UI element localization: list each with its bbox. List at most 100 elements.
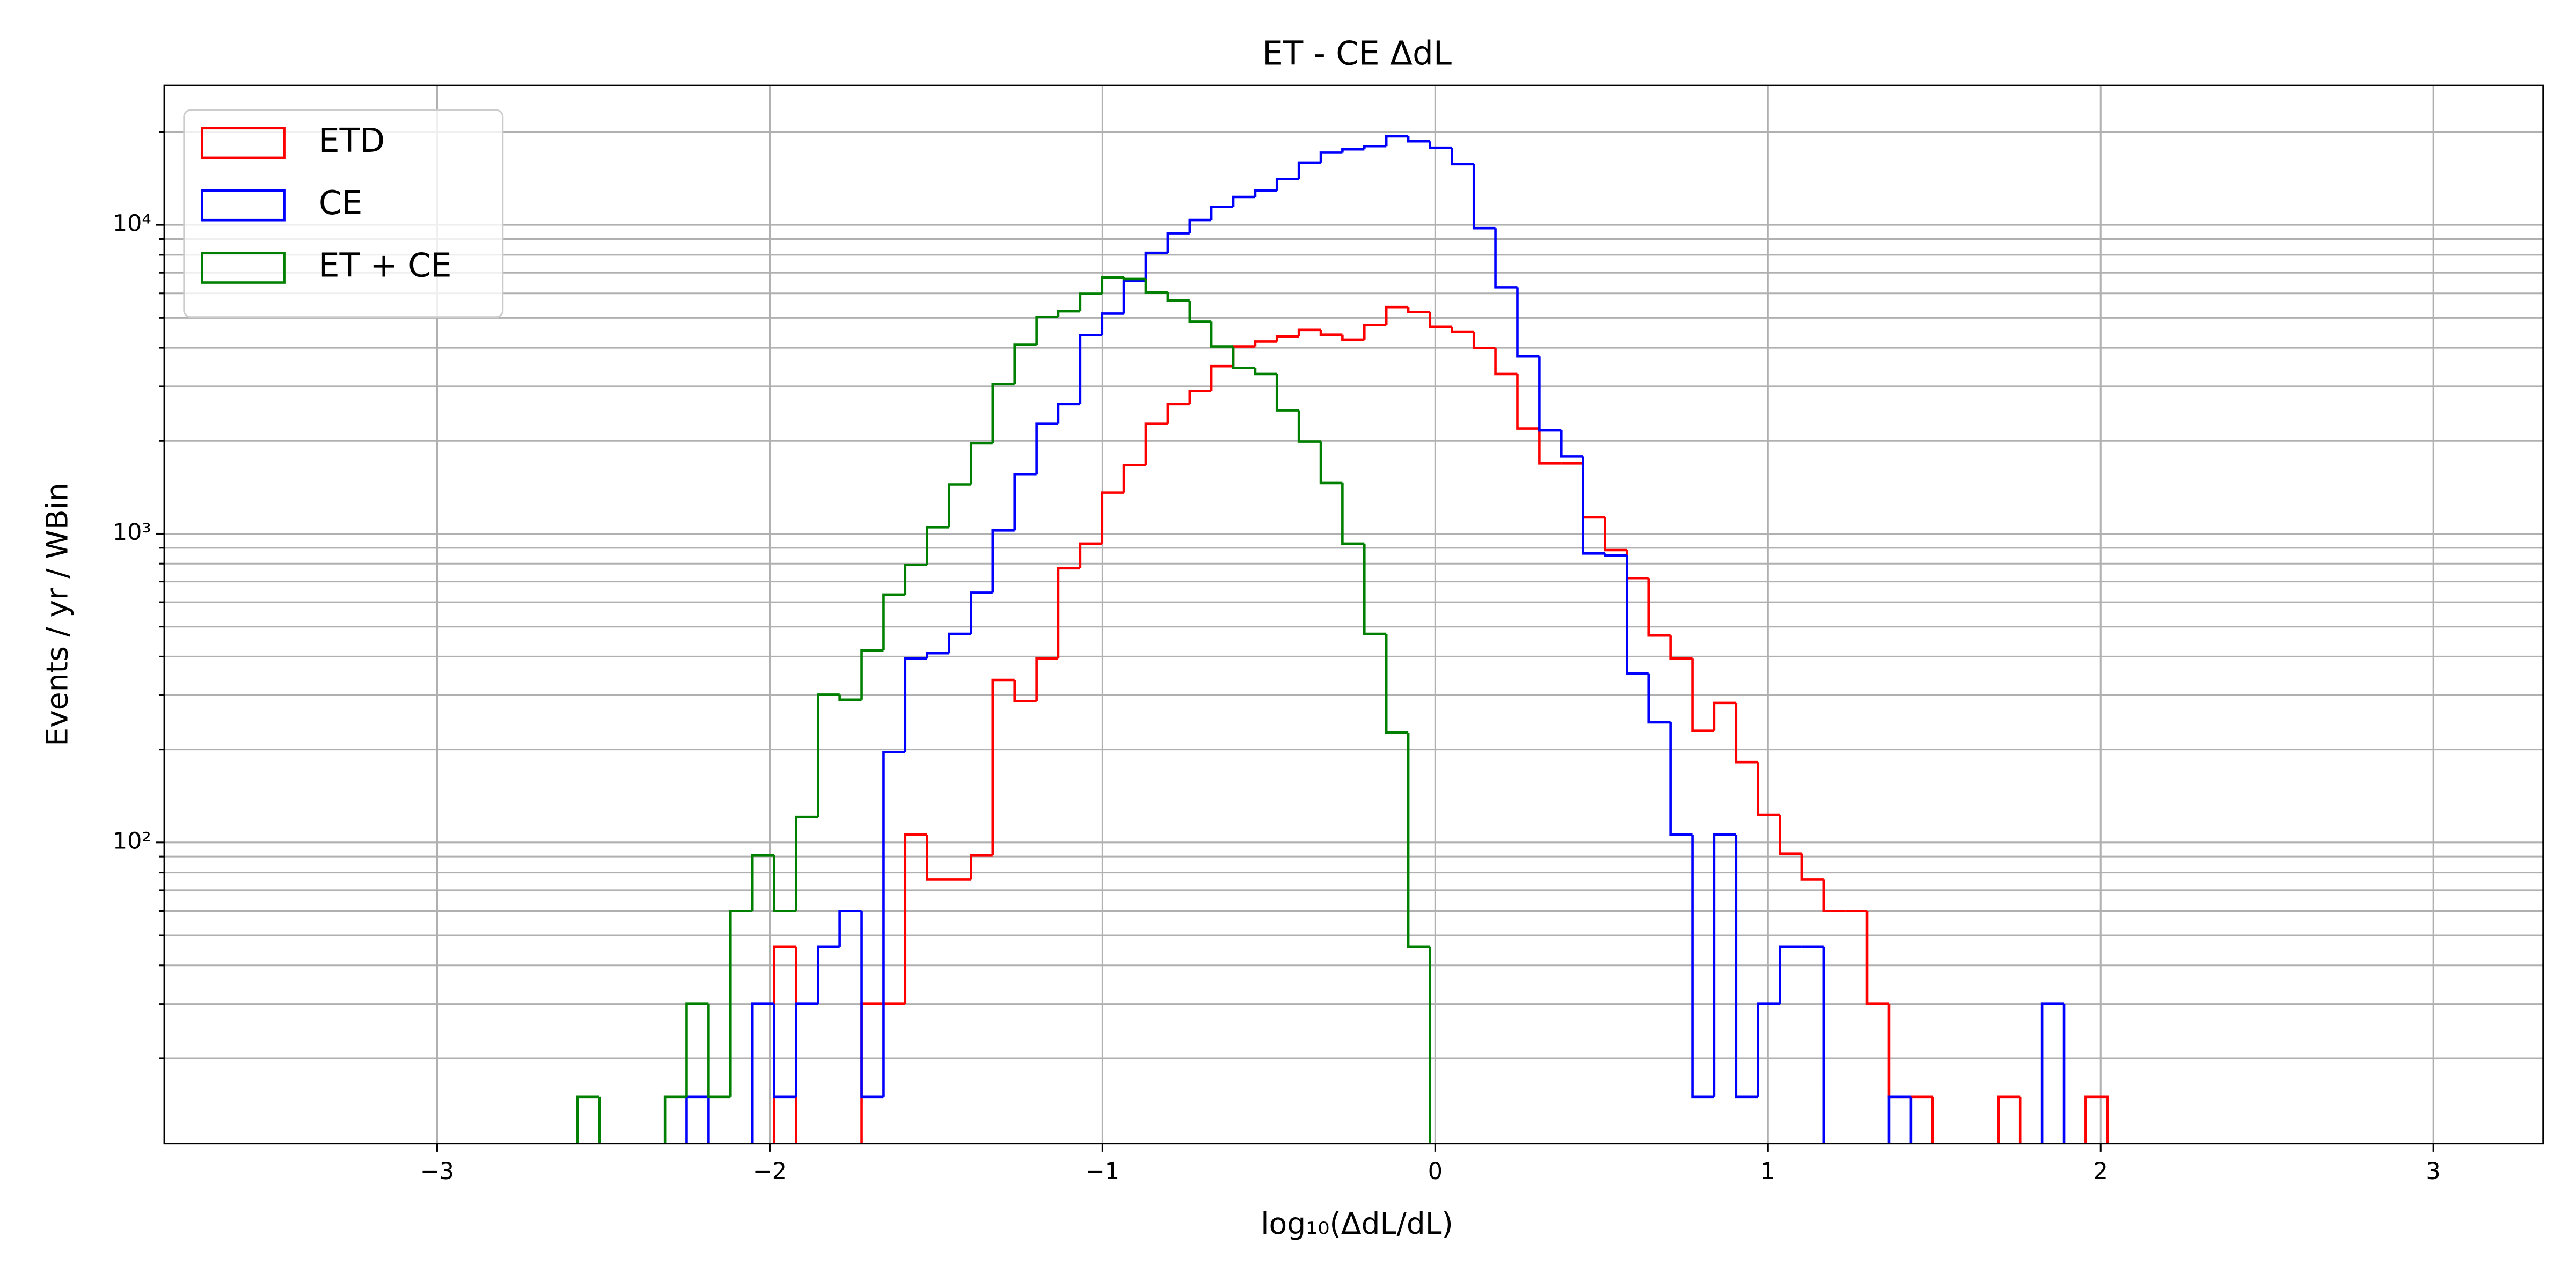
histogram-bin — [1079, 292, 1102, 312]
histogram-bin — [1604, 517, 1627, 552]
histogram-bin — [1429, 312, 1452, 328]
histogram-bin — [970, 854, 993, 880]
histogram-bin — [1691, 658, 1714, 732]
histogram-bin — [1035, 422, 1058, 475]
histogram-bin — [1188, 390, 1212, 404]
histogram-bin — [926, 652, 949, 659]
histogram-bin — [2040, 1002, 2065, 1144]
histogram-bin — [926, 835, 949, 881]
histogram-bin — [598, 1096, 601, 1144]
histogram-bin — [1166, 292, 1190, 302]
histogram-bin — [1669, 635, 1693, 660]
histogram-bin — [1779, 815, 1802, 855]
histogram-bin — [1013, 473, 1037, 531]
histogram-bin — [860, 649, 884, 700]
histogram-bin — [904, 657, 927, 752]
histogram-bin — [1122, 464, 1146, 493]
histogram-bin — [1865, 911, 1889, 1005]
histogram-bin — [773, 855, 796, 912]
histogram-bin — [1341, 334, 1365, 341]
histogram-bin — [1057, 310, 1080, 317]
histogram-bin — [1494, 228, 1518, 289]
histogram-bin — [1101, 276, 1124, 294]
histogram-bin — [1319, 151, 1343, 163]
x-tick-label: −1 — [1086, 1158, 1119, 1185]
x-tick-label: 0 — [1428, 1158, 1443, 1185]
histogram-bin — [1472, 332, 1496, 349]
histogram-bin — [1472, 164, 1496, 230]
histogram-bin — [1122, 277, 1146, 281]
histogram-bin — [2018, 1096, 2022, 1144]
histogram-bin — [707, 1004, 731, 1099]
histogram-bin — [1494, 348, 1518, 376]
histogram-bin — [1516, 287, 1540, 358]
histogram-bin — [1035, 316, 1058, 345]
histogram-bin — [1319, 441, 1343, 485]
histogram-bin — [926, 525, 949, 565]
histogram-bin — [1363, 144, 1387, 150]
histogram-bin — [1887, 1095, 1911, 1144]
histogram-bin — [817, 945, 840, 1004]
histogram-bin — [1341, 482, 1365, 545]
histogram-bin — [1560, 430, 1583, 458]
x-tick-label: 3 — [2426, 1158, 2441, 1185]
histogram-bin — [1079, 333, 1102, 404]
histogram-bin — [1013, 343, 1037, 384]
histogram-bin — [1909, 1096, 1913, 1144]
y-tick-label: 10³ — [113, 519, 151, 546]
histogram-bin — [1451, 326, 1474, 333]
histogram-bin — [1735, 835, 1758, 1099]
histogram-bin — [1604, 553, 1627, 557]
histogram-bin — [860, 911, 884, 1099]
histogram-bin — [1757, 762, 1780, 816]
histogram-bin — [1538, 356, 1562, 432]
legend-label: ET + CE — [319, 247, 452, 285]
histogram-bin — [773, 1004, 796, 1099]
histogram-bin — [1647, 578, 1671, 637]
histogram-bin — [991, 383, 1015, 443]
histogram-bin — [1997, 1095, 2021, 1144]
histogram-bin — [1210, 321, 1234, 348]
legend: ETD CE ET + CE — [183, 109, 504, 318]
histogram-bin — [1516, 374, 1540, 430]
x-tick-label: 2 — [2094, 1158, 2108, 1185]
histogram-bin — [1101, 312, 1124, 335]
histogram-bin — [1822, 879, 1846, 912]
plot-frame — [163, 84, 2544, 1145]
histogram-bin — [1385, 135, 1409, 147]
histogram-bin — [1429, 946, 1431, 1144]
histogram-bin — [795, 1002, 818, 1097]
grid — [164, 85, 2543, 1144]
histogram-bin — [991, 678, 1015, 855]
histogram-bin — [1232, 346, 1255, 370]
histogram-bin — [1407, 307, 1430, 313]
histogram-bin — [2062, 1004, 2066, 1144]
histogram-bin — [1297, 161, 1321, 179]
histogram-bin — [1757, 1002, 1780, 1097]
histogram-bin — [1297, 328, 1321, 337]
histogram-bin — [1057, 567, 1080, 659]
histogram-bin — [1057, 402, 1080, 424]
y-axis-label: Events / yr / WBin — [40, 482, 74, 746]
histogram-bin — [1144, 279, 1168, 294]
y-tick-label: 10² — [113, 828, 151, 854]
histogram-bin — [1122, 280, 1146, 314]
histogram-bin — [1363, 324, 1387, 340]
histogram-bin — [1538, 428, 1562, 465]
histogram-bin — [1275, 177, 1299, 191]
y-tick-label: 10⁴ — [113, 210, 151, 237]
histogram-bin — [795, 815, 818, 911]
histogram-bin — [1275, 374, 1299, 412]
histogram-bin — [1144, 422, 1168, 465]
histogram-bin — [1254, 368, 1277, 376]
histogram-series — [576, 276, 1431, 1144]
legend-swatch — [201, 189, 286, 222]
histogram-bin — [1254, 340, 1277, 347]
histogram-bin — [576, 1095, 600, 1144]
histogram-bin — [948, 632, 971, 654]
histogram-bin — [1210, 364, 1234, 391]
histogram-bin — [1144, 251, 1168, 281]
histogram-bin — [948, 483, 971, 528]
histogram-bin — [817, 693, 840, 817]
